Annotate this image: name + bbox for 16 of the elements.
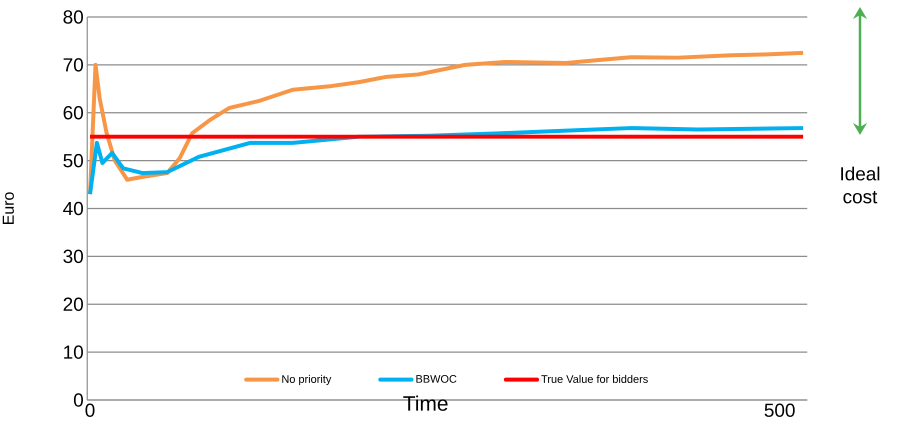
y-tick-label: 40 <box>63 202 83 216</box>
y-tick-label: 30 <box>63 250 83 264</box>
y-tick-label: 20 <box>64 298 83 311</box>
legend-label: True Value for bidders <box>541 374 648 383</box>
y-tick-label: 60 <box>64 106 83 120</box>
x-tick-label: 500 <box>764 404 795 417</box>
y-tick-label: 70 <box>64 58 83 72</box>
y-tick-label: 80 <box>64 10 83 24</box>
y-tick-label: 0 <box>74 393 83 407</box>
x-axis-title: Time <box>403 396 448 411</box>
y-axis-title: Euro <box>2 192 14 224</box>
y-tick-label: 10 <box>64 345 83 359</box>
legend-label: No priority <box>282 374 332 386</box>
legend-label: BBWOC <box>416 375 456 383</box>
y-tick-label: 50 <box>63 154 83 168</box>
text: Ideal cost <box>841 166 880 204</box>
